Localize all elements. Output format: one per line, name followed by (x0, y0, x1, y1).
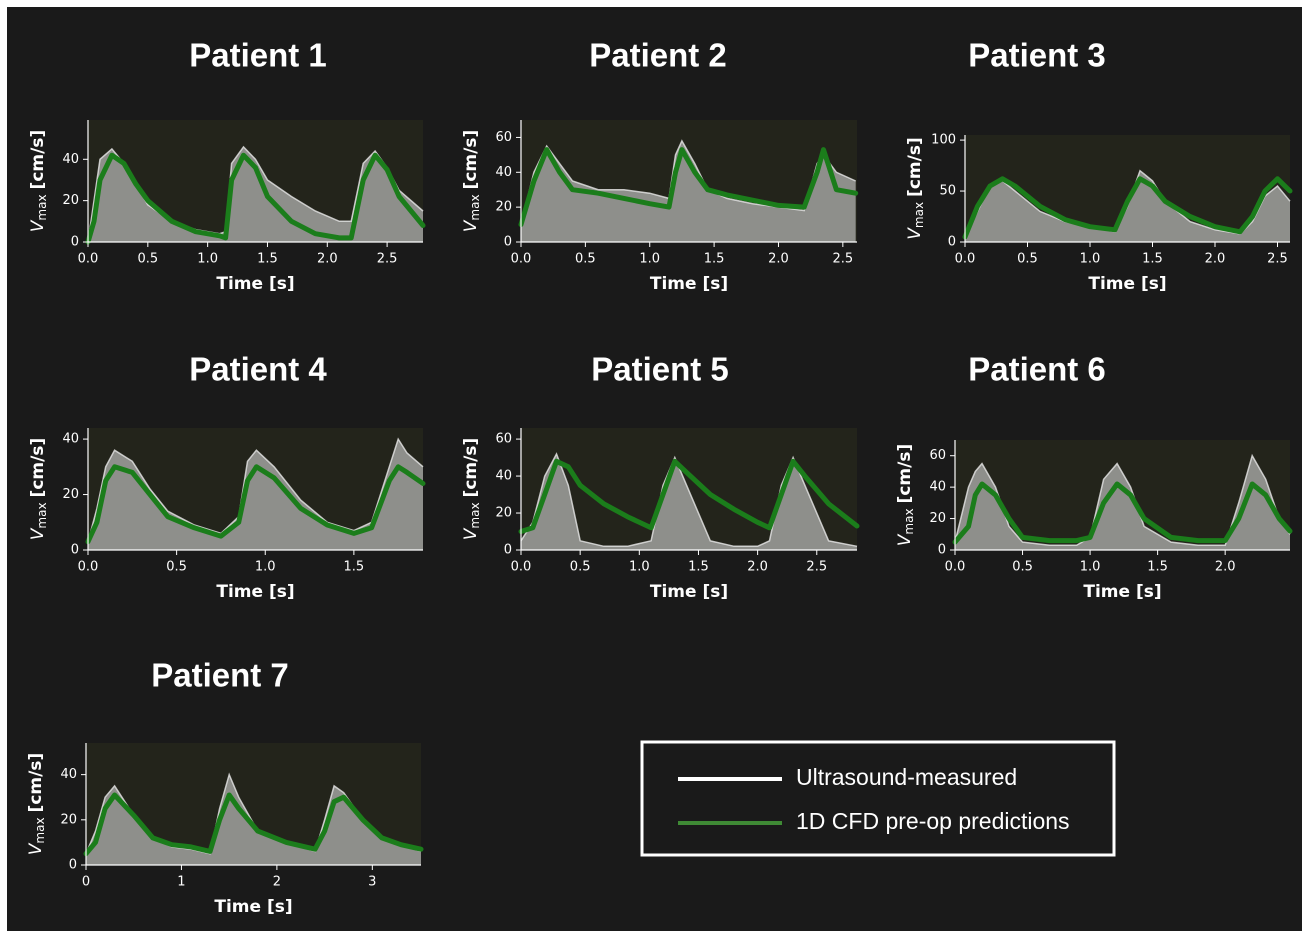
y-tick-label: 0 (504, 235, 512, 250)
y-label-subscript: max (912, 202, 926, 228)
y-label-subscript: max (35, 502, 49, 528)
x-tick-label: 1.5 (1142, 252, 1163, 267)
x-tick-label: 2.0 (1215, 560, 1236, 575)
x-tick-label: 1.0 (1080, 252, 1101, 267)
x-axis-label: Time [s] (214, 897, 292, 917)
x-tick-label: 1.5 (257, 252, 278, 267)
chart-title: Patient 3 (968, 37, 1106, 74)
x-tick-label: 1.5 (1147, 560, 1168, 575)
x-tick-label: 3 (368, 875, 376, 890)
x-axis-label: Time [s] (650, 274, 728, 294)
x-tick-label: 0.5 (575, 252, 596, 267)
y-tick-label: 20 (62, 193, 79, 208)
chart-title: Patient 2 (589, 37, 727, 74)
x-tick-label: 0.0 (945, 560, 966, 575)
x-tick-label: 1.0 (629, 560, 650, 575)
y-tick-label: 20 (929, 511, 946, 526)
y-tick-label: 40 (62, 432, 79, 447)
y-tick-label: 20 (495, 506, 512, 521)
x-tick-label: 0.0 (511, 252, 532, 267)
x-axis-label: Time [s] (216, 582, 294, 602)
x-tick-label: 1.5 (688, 560, 709, 575)
chart-title: Patient 7 (151, 657, 289, 694)
y-label-unit: [cm/s] (28, 130, 48, 190)
x-tick-label: 2.0 (747, 560, 768, 575)
x-tick-label: 0.0 (955, 252, 976, 267)
y-label-subscript: max (35, 194, 49, 220)
x-tick-label: 0.5 (570, 560, 591, 575)
x-tick-label: 1.0 (255, 560, 276, 575)
x-axis-label: Time [s] (1088, 274, 1166, 294)
x-axis-label: Time [s] (216, 274, 294, 294)
y-label-unit: [cm/s] (26, 753, 46, 813)
y-tick-label: 0 (948, 235, 956, 250)
chart-title: Patient 1 (189, 37, 327, 74)
y-tick-label: 0 (71, 543, 79, 558)
y-label-unit: [cm/s] (905, 137, 925, 197)
x-tick-label: 2.0 (1205, 252, 1226, 267)
y-label-unit: [cm/s] (461, 438, 481, 498)
y-tick-label: 60 (495, 130, 512, 145)
y-label-subscript: max (33, 817, 47, 843)
x-tick-label: 2 (273, 875, 281, 890)
legend-label: Ultrasound-measured (796, 764, 1017, 790)
x-tick-label: 0.0 (511, 560, 532, 575)
y-tick-label: 0 (504, 543, 512, 558)
x-tick-label: 1 (177, 875, 185, 890)
y-tick-label: 40 (495, 469, 512, 484)
chart-title: Patient 4 (189, 351, 327, 388)
x-tick-label: 0.0 (78, 560, 99, 575)
x-tick-label: 2.5 (1267, 252, 1288, 267)
x-tick-label: 0 (82, 875, 90, 890)
x-tick-label: 0.5 (166, 560, 187, 575)
x-tick-label: 1.0 (197, 252, 218, 267)
y-label-subscript: max (468, 194, 482, 220)
y-tick-label: 100 (931, 133, 956, 148)
y-tick-label: 40 (62, 152, 79, 167)
chart-title: Patient 5 (591, 351, 729, 388)
legend-label: 1D CFD pre-op predictions (796, 808, 1070, 834)
y-tick-label: 40 (929, 480, 946, 495)
y-tick-label: 60 (495, 432, 512, 447)
y-tick-label: 20 (60, 812, 77, 827)
x-tick-label: 1.0 (639, 252, 660, 267)
x-axis-label: Time [s] (1083, 582, 1161, 602)
x-tick-label: 0.5 (137, 252, 158, 267)
y-label-subscript: max (902, 508, 916, 534)
y-tick-label: 0 (938, 543, 946, 558)
y-tick-label: 20 (495, 200, 512, 215)
x-tick-label: 0.0 (78, 252, 99, 267)
x-tick-label: 1.5 (344, 560, 365, 575)
x-tick-label: 0.5 (1017, 252, 1038, 267)
x-tick-label: 2.5 (832, 252, 853, 267)
x-tick-label: 2.0 (768, 252, 789, 267)
y-label-subscript: max (468, 502, 482, 528)
x-tick-label: 2.0 (317, 252, 338, 267)
x-tick-label: 0.5 (1012, 560, 1033, 575)
chart-title: Patient 6 (968, 351, 1106, 388)
y-tick-label: 60 (929, 448, 946, 463)
x-axis-label: Time [s] (650, 582, 728, 602)
y-tick-label: 50 (939, 184, 956, 199)
y-label-unit: [cm/s] (28, 438, 48, 498)
y-tick-label: 0 (69, 858, 77, 873)
y-tick-label: 40 (60, 767, 77, 782)
y-tick-label: 20 (62, 487, 79, 502)
figure: Ultrasound-measured 1D CFD pre-op predict… (0, 0, 1307, 935)
x-tick-label: 1.0 (1080, 560, 1101, 575)
x-tick-label: 2.5 (377, 252, 398, 267)
x-tick-label: 2.5 (806, 560, 827, 575)
y-tick-label: 0 (71, 235, 79, 250)
x-tick-label: 1.5 (704, 252, 725, 267)
y-label-unit: [cm/s] (895, 444, 915, 504)
y-tick-label: 40 (495, 165, 512, 180)
y-label-unit: [cm/s] (461, 130, 481, 190)
